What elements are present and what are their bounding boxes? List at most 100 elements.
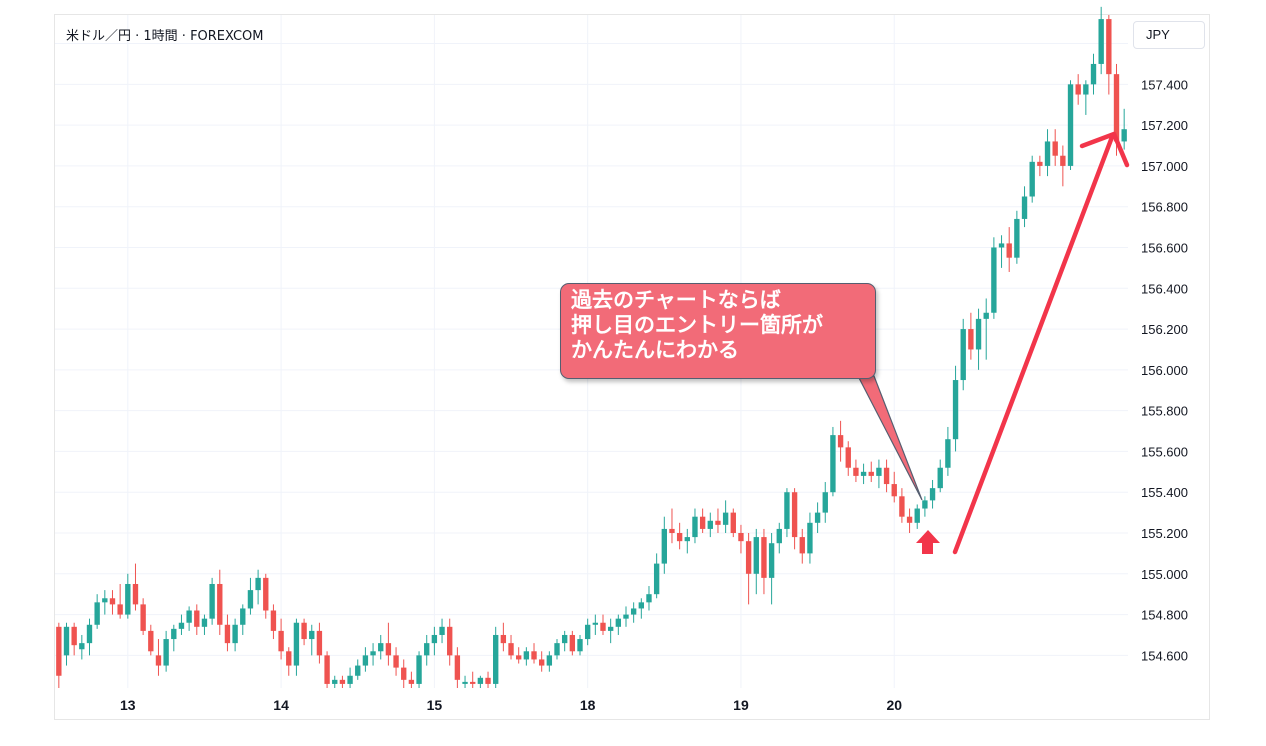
- candle-body: [1006, 243, 1012, 258]
- candle-body: [730, 512, 736, 534]
- candle-body: [224, 624, 231, 644]
- candle-body: [217, 583, 223, 625]
- callout-pointer: [857, 375, 923, 501]
- candle: [830, 426, 836, 497]
- candle-body: [807, 522, 813, 554]
- candle: [454, 647, 461, 688]
- candle-body: [722, 512, 729, 525]
- candle-body: [1021, 196, 1028, 219]
- candle: [899, 488, 905, 523]
- y-tick-label: 156.400: [1141, 281, 1188, 296]
- candle-body: [316, 630, 323, 656]
- candle-body: [155, 655, 162, 666]
- y-tick-label: 156.200: [1141, 322, 1188, 337]
- candle: [1121, 108, 1127, 150]
- candle: [914, 504, 920, 529]
- candle: [140, 598, 146, 635]
- candle: [623, 606, 629, 627]
- y-tick-label: 155.600: [1141, 444, 1188, 459]
- candle: [538, 651, 545, 672]
- candle-body: [1037, 161, 1043, 166]
- candle: [1083, 80, 1089, 115]
- candle: [477, 675, 484, 688]
- candle-body: [125, 583, 131, 615]
- candle: [447, 618, 453, 666]
- candle: [508, 634, 514, 660]
- candle: [286, 647, 292, 676]
- candle: [401, 659, 407, 688]
- candle: [661, 516, 667, 574]
- candle: [378, 634, 384, 660]
- candle: [393, 647, 399, 676]
- candle-body: [860, 471, 867, 476]
- callout-box: 過去のチャートならば 押し目のエントリー箇所が かんたんにわかる: [560, 283, 876, 379]
- candle-body: [868, 471, 874, 476]
- candle-body: [454, 655, 461, 680]
- candle: [1037, 155, 1043, 177]
- candle-body: [791, 492, 798, 538]
- candle-body: [109, 598, 116, 605]
- candle: [301, 618, 307, 646]
- candle: [822, 482, 828, 523]
- candle-body: [1029, 161, 1035, 197]
- candle-body: [470, 681, 476, 684]
- y-tick-label: 157.000: [1141, 159, 1188, 174]
- candle: [408, 671, 415, 688]
- candle-body: [293, 622, 300, 666]
- candle-body: [1052, 141, 1058, 156]
- candle-body: [607, 626, 614, 631]
- candle: [630, 602, 637, 623]
- candle: [998, 235, 1005, 268]
- candle: [462, 675, 468, 688]
- candle-body: [991, 247, 997, 313]
- currency-button[interactable]: JPY: [1133, 21, 1205, 49]
- candle: [470, 671, 476, 688]
- candle: [431, 626, 438, 656]
- candle-body: [301, 622, 307, 640]
- candle: [232, 618, 238, 652]
- candle: [546, 651, 553, 672]
- candle-body: [837, 435, 844, 448]
- candle: [163, 630, 169, 672]
- candle-body: [945, 439, 951, 468]
- candle-body: [1075, 84, 1081, 95]
- candle: [845, 441, 851, 476]
- candle-body: [500, 634, 507, 644]
- candle-body: [822, 492, 828, 513]
- candle: [240, 604, 246, 635]
- candle: [339, 675, 346, 688]
- candle: [1052, 129, 1058, 166]
- candle: [493, 626, 499, 688]
- candle-body: [1044, 141, 1051, 166]
- candle: [186, 606, 192, 631]
- candle: [653, 553, 660, 599]
- candle: [722, 500, 729, 534]
- candle-body: [546, 655, 553, 666]
- candle-body: [385, 643, 392, 656]
- candle-body: [1113, 74, 1120, 142]
- candle: [531, 643, 537, 664]
- trend-arrow-head: [1079, 131, 1130, 168]
- candle-body: [646, 594, 652, 603]
- candle: [707, 512, 713, 538]
- candle: [730, 508, 736, 538]
- candle: [592, 614, 599, 635]
- candle: [600, 614, 606, 635]
- candle: [1006, 227, 1012, 272]
- candle: [293, 618, 300, 676]
- candle-body: [615, 618, 622, 627]
- candle: [860, 463, 867, 485]
- grid-lines: [55, 15, 1128, 688]
- candle-body: [393, 655, 399, 668]
- y-tick-label: 157.400: [1141, 77, 1188, 92]
- y-tick-label: 155.800: [1141, 404, 1188, 419]
- candle-body: [347, 675, 353, 684]
- candle: [768, 533, 775, 605]
- candle-body: [784, 492, 790, 529]
- y-tick-label: 154.600: [1141, 648, 1188, 663]
- candle: [715, 508, 721, 534]
- candle: [347, 667, 353, 688]
- candle: [669, 508, 675, 544]
- candle: [922, 496, 928, 517]
